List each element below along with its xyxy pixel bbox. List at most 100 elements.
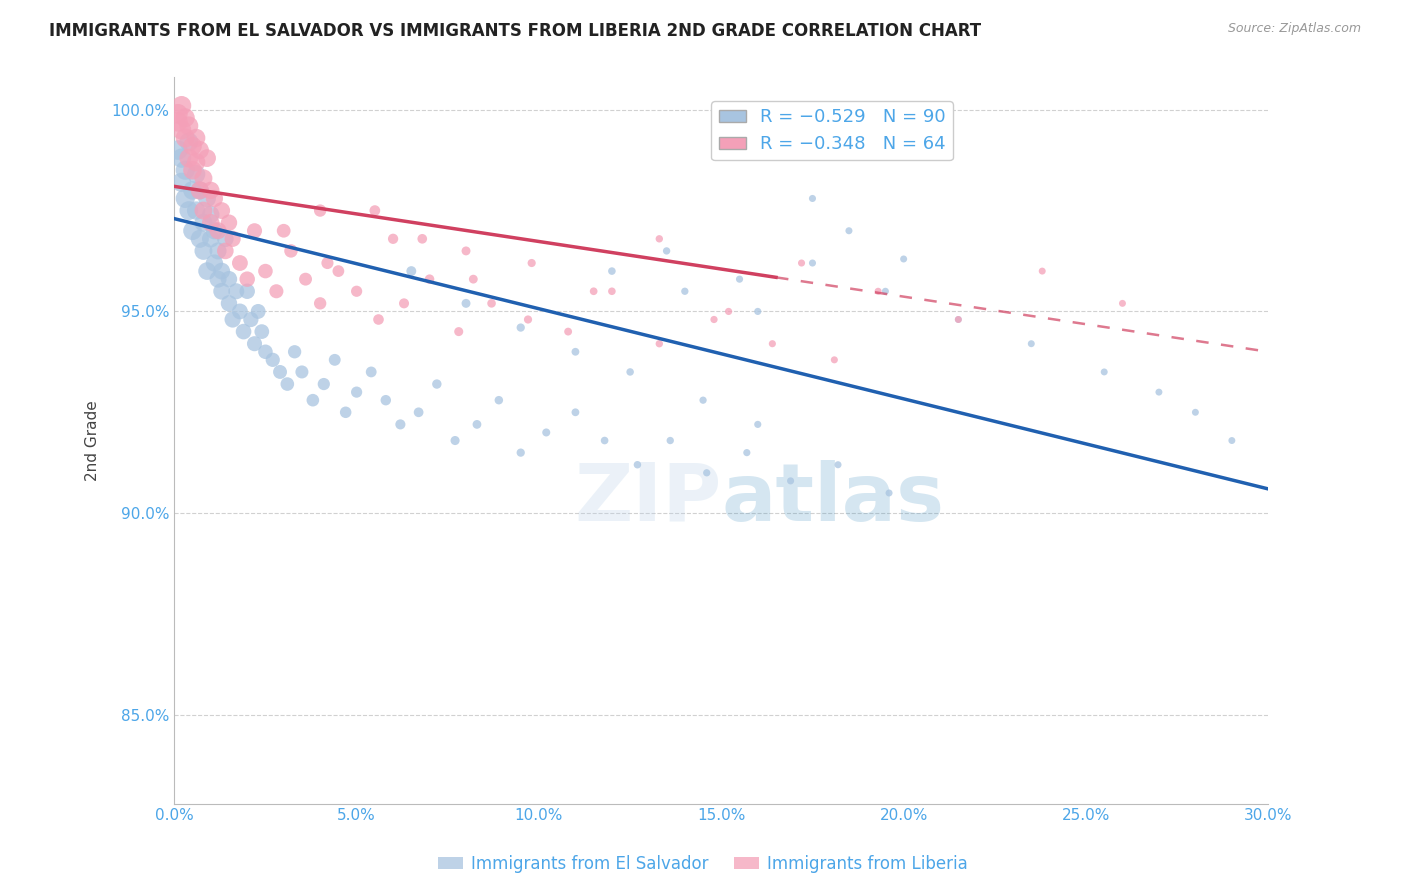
Point — [254, 344, 277, 359]
Point — [1031, 264, 1053, 278]
Point — [302, 393, 325, 408]
Point — [186, 131, 208, 145]
Point — [444, 434, 467, 448]
Point — [463, 272, 485, 286]
Point — [225, 285, 247, 299]
Point — [790, 256, 813, 270]
Point — [280, 244, 302, 258]
Point — [346, 285, 368, 299]
Point — [408, 405, 430, 419]
Point — [193, 216, 215, 230]
Point — [655, 244, 678, 258]
Point — [374, 393, 396, 408]
Point — [557, 325, 579, 339]
Point — [247, 304, 270, 318]
Point — [360, 365, 382, 379]
Text: ZIP: ZIP — [574, 459, 721, 538]
Point — [193, 203, 215, 218]
Point — [177, 119, 200, 133]
Point — [465, 417, 488, 432]
Point — [202, 256, 225, 270]
Point — [273, 224, 295, 238]
Point — [1111, 296, 1133, 310]
Point — [177, 203, 200, 218]
Point — [167, 107, 190, 121]
Point — [221, 232, 243, 246]
Point — [254, 264, 277, 278]
Point — [488, 393, 510, 408]
Point — [188, 143, 211, 157]
Point — [218, 216, 240, 230]
Point — [312, 377, 335, 392]
Point — [181, 183, 204, 197]
Point — [454, 244, 477, 258]
Point — [426, 377, 449, 392]
Point — [188, 183, 211, 197]
Legend: Immigrants from El Salvador, Immigrants from Liberia: Immigrants from El Salvador, Immigrants … — [432, 848, 974, 880]
Legend: R = −0.529   N = 90, R = −0.348   N = 64: R = −0.529 N = 90, R = −0.348 N = 64 — [711, 101, 953, 161]
Point — [211, 264, 233, 278]
Point — [382, 232, 405, 246]
Point — [838, 224, 860, 238]
Point — [593, 434, 616, 448]
Point — [236, 272, 259, 286]
Point — [181, 163, 204, 178]
Point — [214, 244, 236, 258]
Point — [619, 365, 641, 379]
Point — [648, 232, 671, 246]
Point — [202, 191, 225, 205]
Point — [186, 203, 208, 218]
Point — [703, 312, 725, 326]
Point — [779, 474, 801, 488]
Point — [170, 98, 193, 112]
Point — [323, 352, 346, 367]
Point — [316, 256, 339, 270]
Point — [648, 336, 671, 351]
Point — [218, 296, 240, 310]
Text: atlas: atlas — [721, 459, 945, 538]
Point — [1184, 405, 1206, 419]
Point — [188, 183, 211, 197]
Point — [207, 272, 229, 286]
Point — [221, 312, 243, 326]
Point — [1019, 336, 1042, 351]
Point — [195, 191, 218, 205]
Point — [893, 252, 915, 266]
Point — [218, 272, 240, 286]
Point — [170, 123, 193, 137]
Point — [401, 264, 423, 278]
Point — [328, 264, 350, 278]
Point — [948, 312, 970, 326]
Point — [200, 183, 222, 197]
Point — [536, 425, 558, 440]
Point — [626, 458, 648, 472]
Point — [239, 312, 262, 326]
Point — [600, 264, 623, 278]
Point — [200, 216, 222, 230]
Point — [875, 285, 897, 299]
Point — [801, 256, 824, 270]
Point — [454, 296, 477, 310]
Point — [214, 232, 236, 246]
Point — [696, 466, 718, 480]
Point — [186, 167, 208, 181]
Point — [207, 224, 229, 238]
Point — [174, 191, 197, 205]
Point — [243, 336, 266, 351]
Point — [309, 296, 332, 310]
Point — [174, 131, 197, 145]
Point — [167, 115, 190, 129]
Point — [948, 312, 970, 326]
Point — [181, 139, 204, 153]
Point — [284, 344, 307, 359]
Point — [170, 175, 193, 189]
Point — [747, 417, 769, 432]
Point — [236, 285, 259, 299]
Point — [747, 304, 769, 318]
Point — [170, 151, 193, 165]
Point — [673, 285, 696, 299]
Point — [250, 325, 273, 339]
Point — [517, 312, 540, 326]
Point — [717, 304, 740, 318]
Point — [564, 344, 586, 359]
